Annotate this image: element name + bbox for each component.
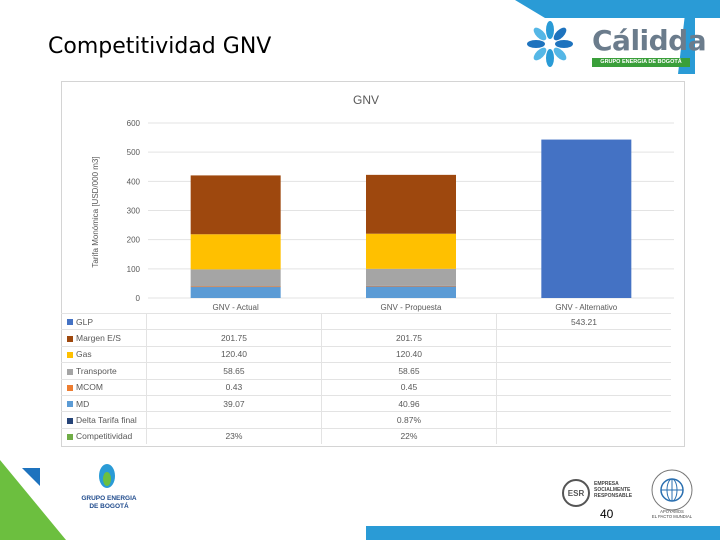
legend-label: Delta Tarifa final	[61, 411, 147, 429]
table-row: Transporte 58.65 58.65	[61, 362, 671, 380]
table-cell: 39.07	[145, 394, 322, 412]
table-cell: 201.75	[320, 329, 497, 347]
table-cell	[495, 394, 671, 412]
legend-swatch	[67, 385, 73, 391]
un-global-compact-text: APOYAMOS EL PACTO MUNDIAL	[651, 509, 693, 519]
table-row: MCOM 0.43 0.45	[61, 378, 671, 396]
esr-badge-icon: ESR	[562, 479, 590, 507]
page-number: 40	[600, 507, 614, 521]
legend-text: Gas	[76, 349, 92, 360]
bar-segment-mcom	[366, 285, 456, 287]
table-row: MD 39.07 40.96	[61, 394, 671, 412]
table-cell	[495, 378, 671, 396]
bar-segment-mcom	[190, 286, 281, 288]
y-tick-label: 500	[127, 148, 141, 157]
table-cell: 0.87%	[320, 411, 497, 429]
legend-text: Competitividad	[76, 431, 133, 442]
table-cell: 58.65	[320, 362, 497, 380]
legend-text: Margen E/S	[76, 333, 121, 344]
table-cell	[145, 312, 322, 330]
bar-segment-md	[190, 286, 281, 298]
legend-swatch	[67, 335, 73, 342]
x-category-label: GNV - Propuesta	[381, 303, 442, 312]
legend-text: Delta Tarifa final	[76, 415, 137, 426]
bar-segment-gas	[190, 234, 281, 270]
footer-band-mask	[66, 526, 366, 540]
table-row: Delta Tarifa final 0.87%	[61, 411, 671, 429]
table-cell	[495, 362, 671, 380]
table-cell: 23%	[145, 427, 322, 445]
header-accent-band	[515, 0, 720, 18]
chart-title: GNV	[353, 93, 379, 107]
un-global-compact-seal-icon	[651, 469, 693, 511]
table-cell: 40.96	[320, 394, 497, 412]
table-cell	[495, 411, 671, 429]
legend-text: MD	[76, 398, 90, 409]
geb-logo-text: GRUPO ENERGIA DE BOGOTÁ	[81, 495, 137, 510]
bar-segment-transporte	[366, 268, 456, 286]
bar-segment-margen-e-s	[190, 175, 281, 235]
table-cell: 22%	[320, 427, 497, 445]
table-row: Competitividad 23% 22%	[61, 427, 671, 445]
y-tick-label: 200	[127, 236, 141, 245]
table-cell: 120.40	[320, 345, 497, 363]
legend-label: Transporte	[61, 362, 147, 380]
esr-badge-text: EMPRESA SOCIALMENTE RESPONSABLE	[594, 481, 633, 499]
legend-label: Competitividad	[61, 427, 147, 445]
footer-corner-decoration	[0, 460, 66, 540]
bar-segment-md	[366, 286, 456, 298]
x-category-label: GNV - Alternativo	[555, 303, 617, 312]
legend-label: MCOM	[61, 378, 147, 396]
bar-segment-transporte	[190, 269, 281, 287]
legend-swatch	[67, 352, 73, 359]
table-cell: 543.21	[495, 312, 671, 330]
x-category-label: GNV - Actual	[213, 303, 259, 312]
y-tick-label: 300	[127, 207, 141, 216]
table-cell: 0.43	[145, 378, 322, 396]
table-row: GLP 543.21	[61, 312, 671, 330]
table-cell	[495, 345, 671, 363]
stacked-bar-chart: GNV Tarifa Monómica [USD/000 m3] 0 100 200…	[91, 93, 674, 312]
table-row: Gas 120.40 120.40	[61, 345, 671, 363]
calidda-logo-tagline: GRUPO ENERGIA DE BOGOTÁ	[592, 58, 690, 67]
legend-swatch	[67, 434, 73, 441]
table-cell	[495, 427, 671, 445]
table-cell: 58.65	[145, 362, 322, 380]
table-cell: 201.75	[145, 329, 322, 347]
table-row: Margen E/S 201.75 201.75	[61, 329, 671, 347]
esr-badge-label: ESR	[568, 489, 585, 498]
table-cell	[320, 312, 497, 330]
table-cell	[495, 329, 671, 347]
bar-segment-gas	[366, 233, 456, 269]
legend-text: Transporte	[76, 365, 117, 376]
geb-logo-icon	[99, 464, 115, 488]
chart-data-table: GLP 543.21 Margen E/S 201.75 201.75 Gas 120.40…	[61, 312, 671, 445]
bar-segment-glp	[541, 139, 632, 298]
table-cell: 120.40	[145, 345, 322, 363]
legend-swatch	[67, 319, 73, 326]
legend-label: Margen E/S	[61, 329, 147, 347]
y-tick-label: 0	[136, 294, 141, 303]
calidda-logo-text: Cálidda	[592, 24, 707, 57]
y-tick-label: 400	[127, 177, 141, 186]
legend-swatch	[67, 417, 73, 424]
y-tick-label: 100	[127, 265, 141, 274]
table-cell: 0.45	[320, 378, 497, 396]
legend-text: GLP	[76, 316, 94, 327]
y-axis-label: Tarifa Monómica [USD/000 m3]	[91, 156, 100, 267]
bar-segment-margen-e-s	[366, 174, 456, 234]
legend-label: Gas	[61, 345, 147, 363]
slide-title: Competitividad GNV	[48, 34, 272, 59]
y-tick-label: 600	[127, 119, 141, 128]
legend-label: GLP	[61, 312, 147, 330]
legend-text: MCOM	[76, 382, 103, 393]
legend-swatch	[67, 368, 73, 375]
legend-swatch	[67, 401, 73, 408]
legend-label: MD	[61, 394, 147, 412]
table-cell	[145, 411, 322, 429]
